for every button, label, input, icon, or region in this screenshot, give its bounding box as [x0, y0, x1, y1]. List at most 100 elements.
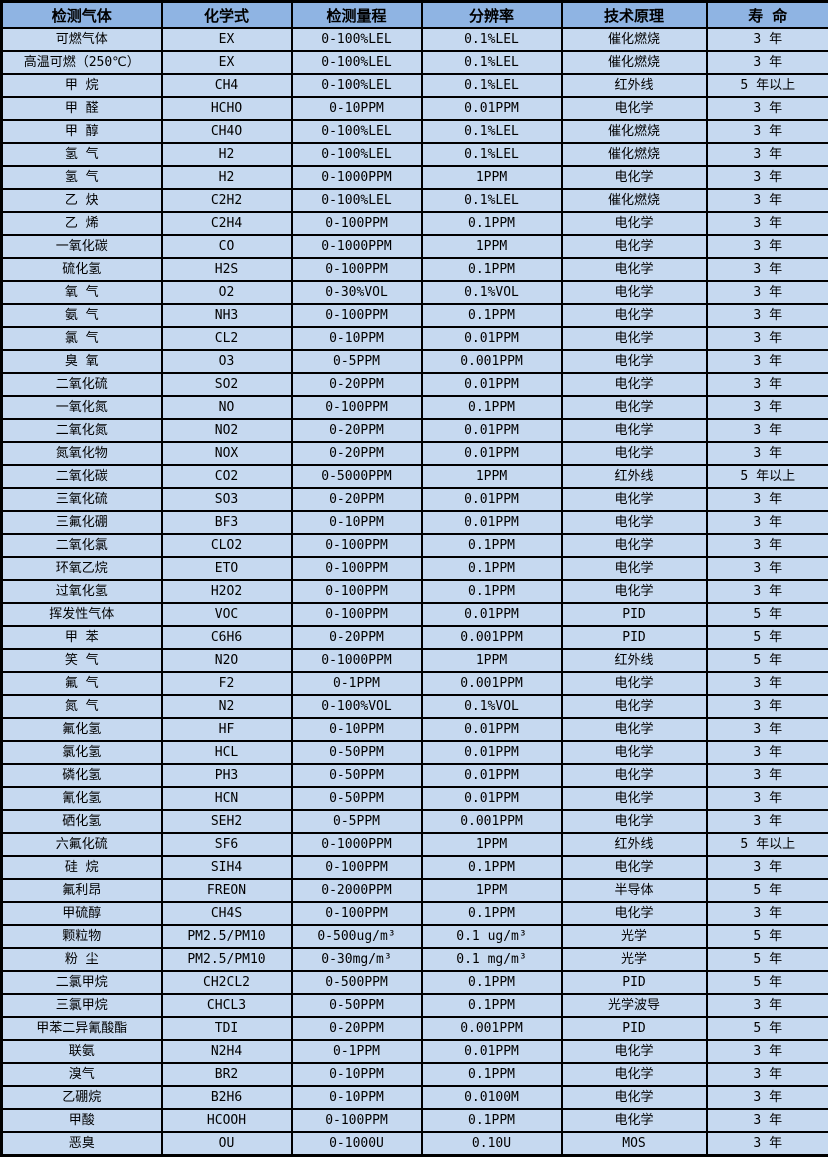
cell-lifespan: 3 年: [707, 718, 828, 741]
cell-resolution: 0.01PPM: [422, 718, 562, 741]
cell-technology-principle: 光学波导: [562, 994, 707, 1017]
cell-lifespan: 3 年: [707, 120, 828, 143]
cell-lifespan: 3 年: [707, 396, 828, 419]
cell-chemical-formula: CL2: [162, 327, 292, 350]
cell-gas-name: 甲酸: [2, 1109, 162, 1132]
cell-gas-name: 六氟化硫: [2, 833, 162, 856]
cell-technology-principle: 电化学: [562, 764, 707, 787]
table-row: 三氧化硫 SO3 0-20PPM 0.01PPM 电化学 3 年: [2, 488, 828, 511]
cell-detection-range: 0-10PPM: [292, 1086, 422, 1109]
cell-gas-name: 三氯甲烷: [2, 994, 162, 1017]
table-row: 乙 炔 C2H2 0-100%LEL 0.1%LEL 催化燃烧 3 年: [2, 189, 828, 212]
cell-gas-name: 氮氧化物: [2, 442, 162, 465]
table-row: 过氧化氢 H2O2 0-100PPM 0.1PPM 电化学 3 年: [2, 580, 828, 603]
cell-lifespan: 3 年: [707, 511, 828, 534]
cell-gas-name: 高温可燃（250℃）: [2, 51, 162, 74]
cell-detection-range: 0-50PPM: [292, 994, 422, 1017]
table-row: 硫化氢 H2S 0-100PPM 0.1PPM 电化学 3 年: [2, 258, 828, 281]
cell-detection-range: 0-1000PPM: [292, 166, 422, 189]
cell-detection-range: 0-10PPM: [292, 327, 422, 350]
cell-resolution: 0.1PPM: [422, 258, 562, 281]
cell-chemical-formula: HF: [162, 718, 292, 741]
cell-resolution: 0.01PPM: [422, 419, 562, 442]
cell-lifespan: 5 年: [707, 879, 828, 902]
cell-lifespan: 3 年: [707, 304, 828, 327]
cell-lifespan: 5 年: [707, 971, 828, 994]
table-row: 氮氧化物 NOX 0-20PPM 0.01PPM 电化学 3 年: [2, 442, 828, 465]
cell-chemical-formula: O3: [162, 350, 292, 373]
cell-resolution: 0.01PPM: [422, 327, 562, 350]
cell-detection-range: 0-30%VOL: [292, 281, 422, 304]
cell-technology-principle: 电化学: [562, 580, 707, 603]
cell-chemical-formula: OU: [162, 1132, 292, 1156]
cell-gas-name: 甲苯二异氰酸酯: [2, 1017, 162, 1040]
cell-technology-principle: 电化学: [562, 350, 707, 373]
table-row: 甲 烷 CH4 0-100%LEL 0.1%LEL 红外线 5 年以上: [2, 74, 828, 97]
cell-resolution: 0.01PPM: [422, 442, 562, 465]
cell-gas-name: 二氧化硫: [2, 373, 162, 396]
cell-detection-range: 0-10PPM: [292, 511, 422, 534]
cell-resolution: 0.1PPM: [422, 902, 562, 925]
table-row: 氯 气 CL2 0-10PPM 0.01PPM 电化学 3 年: [2, 327, 828, 350]
cell-gas-name: 一氧化碳: [2, 235, 162, 258]
table-row: 乙 烯 C2H4 0-100PPM 0.1PPM 电化学 3 年: [2, 212, 828, 235]
cell-technology-principle: 电化学: [562, 1109, 707, 1132]
cell-gas-name: 硅 烷: [2, 856, 162, 879]
cell-chemical-formula: PM2.5/PM10: [162, 925, 292, 948]
cell-chemical-formula: TDI: [162, 1017, 292, 1040]
cell-gas-name: 氰化氢: [2, 787, 162, 810]
cell-resolution: 0.1%VOL: [422, 695, 562, 718]
cell-technology-principle: 电化学: [562, 258, 707, 281]
cell-resolution: 0.1%LEL: [422, 143, 562, 166]
table-row: 三氟化硼 BF3 0-10PPM 0.01PPM 电化学 3 年: [2, 511, 828, 534]
cell-resolution: 0.1%LEL: [422, 74, 562, 97]
cell-technology-principle: 电化学: [562, 856, 707, 879]
cell-resolution: 1PPM: [422, 465, 562, 488]
cell-resolution: 0.001PPM: [422, 350, 562, 373]
cell-lifespan: 5 年: [707, 948, 828, 971]
table-row: 二氧化碳 CO2 0-5000PPM 1PPM 红外线 5 年以上: [2, 465, 828, 488]
cell-chemical-formula: PM2.5/PM10: [162, 948, 292, 971]
cell-technology-principle: 电化学: [562, 97, 707, 120]
cell-technology-principle: 催化燃烧: [562, 51, 707, 74]
table-row: 三氯甲烷 CHCL3 0-50PPM 0.1PPM 光学波导 3 年: [2, 994, 828, 1017]
cell-technology-principle: PID: [562, 971, 707, 994]
cell-lifespan: 3 年: [707, 281, 828, 304]
cell-gas-name: 臭 氧: [2, 350, 162, 373]
cell-technology-principle: 半导体: [562, 879, 707, 902]
cell-gas-name: 过氧化氢: [2, 580, 162, 603]
cell-detection-range: 0-100PPM: [292, 304, 422, 327]
cell-lifespan: 3 年: [707, 534, 828, 557]
cell-detection-range: 0-100%LEL: [292, 51, 422, 74]
table-row: 联氨 N2H4 0-1PPM 0.01PPM 电化学 3 年: [2, 1040, 828, 1063]
cell-lifespan: 3 年: [707, 143, 828, 166]
cell-chemical-formula: CHCL3: [162, 994, 292, 1017]
cell-detection-range: 0-10PPM: [292, 97, 422, 120]
cell-detection-range: 0-50PPM: [292, 787, 422, 810]
cell-gas-name: 氢 气: [2, 143, 162, 166]
cell-gas-name: 一氧化氮: [2, 396, 162, 419]
cell-resolution: 0.1PPM: [422, 1063, 562, 1086]
cell-resolution: 0.001PPM: [422, 810, 562, 833]
cell-resolution: 0.001PPM: [422, 672, 562, 695]
cell-lifespan: 3 年: [707, 327, 828, 350]
table-row: 一氧化氮 NO 0-100PPM 0.1PPM 电化学 3 年: [2, 396, 828, 419]
cell-detection-range: 0-100PPM: [292, 603, 422, 626]
table-row: 氟化氢 HF 0-10PPM 0.01PPM 电化学 3 年: [2, 718, 828, 741]
cell-chemical-formula: C6H6: [162, 626, 292, 649]
cell-lifespan: 5 年以上: [707, 74, 828, 97]
table-row: 高温可燃（250℃） EX 0-100%LEL 0.1%LEL 催化燃烧 3 年: [2, 51, 828, 74]
cell-chemical-formula: CH4: [162, 74, 292, 97]
cell-gas-name: 甲 苯: [2, 626, 162, 649]
cell-detection-range: 0-1PPM: [292, 1040, 422, 1063]
cell-resolution: 1PPM: [422, 166, 562, 189]
cell-technology-principle: 电化学: [562, 1086, 707, 1109]
table-row: 甲 醇 CH4O 0-100%LEL 0.1%LEL 催化燃烧 3 年: [2, 120, 828, 143]
cell-chemical-formula: B2H6: [162, 1086, 292, 1109]
cell-gas-name: 三氧化硫: [2, 488, 162, 511]
cell-resolution: 0.1PPM: [422, 304, 562, 327]
cell-chemical-formula: CH2CL2: [162, 971, 292, 994]
cell-resolution: 1PPM: [422, 649, 562, 672]
cell-detection-range: 0-100PPM: [292, 557, 422, 580]
cell-technology-principle: 电化学: [562, 419, 707, 442]
